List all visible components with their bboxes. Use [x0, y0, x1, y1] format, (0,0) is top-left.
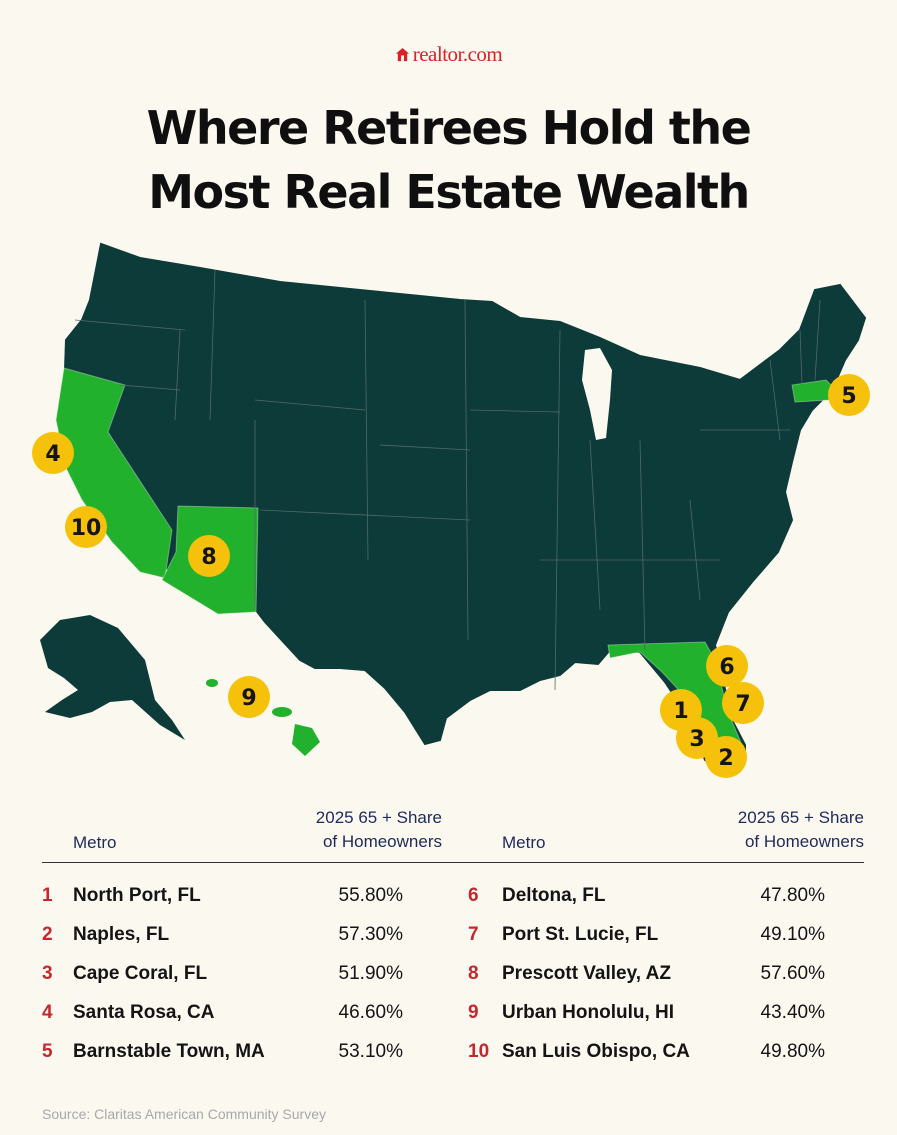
table-row: 7 Port St. Lucie, FL 49.10% [0, 924, 897, 954]
row-share: 51.90% [338, 963, 403, 984]
table-row: 4 Santa Rosa, CA 46.60% [0, 1002, 897, 1032]
badge-label: 4 [45, 442, 60, 467]
row-rank: 5 [42, 1041, 53, 1062]
badge-label: 10 [71, 516, 102, 541]
badge-7: 7 [722, 682, 764, 724]
badge-circle [706, 645, 748, 687]
badge-10: 10 [65, 506, 107, 548]
badge-circle [228, 676, 270, 718]
title-line-1: Where Retirees Hold the [146, 101, 752, 155]
badge-5: 5 [828, 374, 870, 416]
header-metro-right: Metro [502, 833, 546, 852]
hawaii-island-big [292, 724, 320, 756]
row-metro: Barnstable Town, MA [73, 1041, 265, 1062]
header-share-right: 2025 65 + Share of Homeowners [672, 808, 864, 852]
table-row: 10 San Luis Obispo, CA 49.80% [0, 1041, 897, 1071]
house-icon [395, 47, 410, 62]
row-metro: Deltona, FL [502, 885, 606, 906]
badge-circle [722, 682, 764, 724]
table-row: 5 Barnstable Town, MA 53.10% [0, 1041, 897, 1071]
row-share: 49.80% [760, 1041, 825, 1062]
table-row: 1 North Port, FL 55.80% [0, 885, 897, 915]
header-share-bottom-left: of Homeowners [322, 832, 442, 851]
badge-label: 7 [735, 692, 750, 717]
badge-circle [705, 736, 747, 778]
row-rank: 1 [42, 885, 53, 906]
row-metro: Santa Rosa, CA [73, 1002, 215, 1023]
badge-circle [65, 506, 107, 548]
header-metro-left: Metro [73, 833, 117, 852]
realtor-logo: realtor.com [0, 42, 897, 67]
badge-label: 8 [201, 545, 216, 570]
row-share: 47.80% [760, 885, 825, 906]
row-share: 55.80% [338, 885, 403, 906]
badge-8: 8 [188, 535, 230, 577]
us-map: 4 10 8 5 9 6 1 7 32 [32, 242, 870, 778]
hawaii-island-kauai [206, 679, 218, 687]
title-line-2: Most Real Estate Wealth [148, 165, 750, 219]
row-share: 46.60% [338, 1002, 403, 1023]
header-divider [42, 862, 864, 863]
row-rank: 3 [42, 963, 53, 984]
header-share-left: 2025 65 + Share of Homeowners [250, 808, 442, 852]
table-row: 3 Cape Coral, FL 51.90% [0, 963, 897, 993]
lake-michigan [582, 348, 612, 440]
michigan-lower [612, 360, 660, 440]
row-rank: 2 [42, 924, 53, 945]
badge-circle [188, 535, 230, 577]
metro-badges: 4 10 8 5 9 6 1 7 32 [32, 374, 870, 778]
badge-label: 5 [841, 384, 856, 409]
row-metro: Cape Coral, FL [73, 963, 208, 984]
badge-label: 6 [719, 655, 734, 680]
source-note: Source: Claritas American Community Surv… [42, 1106, 326, 1122]
row-share: 57.60% [760, 963, 825, 984]
row-rank: 8 [468, 963, 479, 984]
hawaii-island-maui [272, 707, 292, 717]
row-metro: North Port, FL [73, 885, 201, 906]
header-share-top-left: 2025 65 + Share [315, 808, 442, 827]
logo-text: realtor.com [412, 42, 503, 66]
table-row: 2 Naples, FL 57.30% [0, 924, 897, 954]
page-title: Where Retirees Hold the Most Real Estate… [0, 96, 897, 224]
table-row: 8 Prescott Valley, AZ 57.60% [0, 963, 897, 993]
row-share: 49.10% [760, 924, 825, 945]
row-rank: 10 [468, 1041, 490, 1062]
table-row: 6 Deltona, FL 47.80% [0, 885, 897, 915]
badge-label: 9 [241, 686, 256, 711]
row-rank: 7 [468, 924, 479, 945]
badge-9: 9 [228, 676, 270, 718]
table-row: 9 Urban Honolulu, HI 43.40% [0, 1002, 897, 1032]
row-metro: Port St. Lucie, FL [502, 924, 659, 945]
state-borders [74, 269, 821, 691]
badge-label: 1 [673, 699, 688, 724]
badge-4: 4 [32, 432, 74, 474]
row-metro: San Luis Obispo, CA [502, 1041, 690, 1062]
row-metro: Naples, FL [73, 924, 170, 945]
badge-6: 6 [706, 645, 748, 687]
header-share-bottom-right: of Homeowners [744, 832, 864, 851]
badge-label: 3 [689, 727, 704, 752]
row-share: 57.30% [338, 924, 403, 945]
row-share: 53.10% [338, 1041, 403, 1062]
row-metro: Prescott Valley, AZ [502, 963, 671, 984]
row-share: 43.40% [760, 1002, 825, 1023]
alaska-landmass [40, 615, 185, 740]
badge-circle [828, 374, 870, 416]
row-rank: 9 [468, 1002, 479, 1023]
badge-circle [32, 432, 74, 474]
badge-label: 2 [718, 746, 733, 771]
row-rank: 6 [468, 885, 479, 906]
header-share-top-right: 2025 65 + Share [737, 808, 864, 827]
alaska [40, 615, 185, 740]
row-metro: Urban Honolulu, HI [502, 1002, 675, 1023]
row-rank: 4 [42, 1002, 53, 1023]
badge-2: 2 [705, 736, 747, 778]
